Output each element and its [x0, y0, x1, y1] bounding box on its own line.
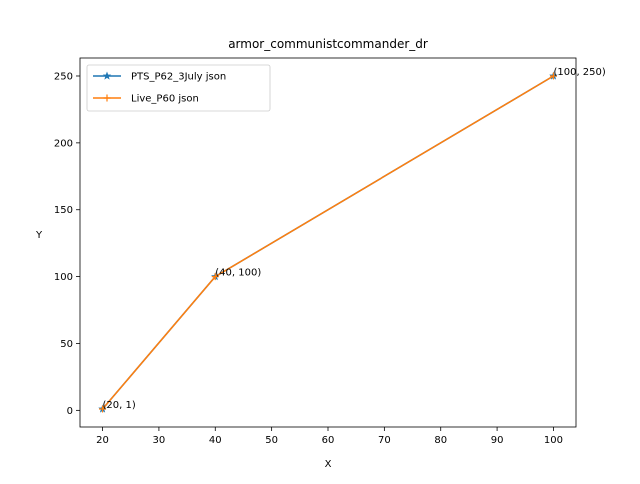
x-tick-label: 20: [96, 435, 109, 446]
legend-entry-2: Live_P60 json: [131, 94, 199, 105]
y-tick-label: 150: [54, 205, 73, 216]
legend-marker-2: [103, 94, 111, 102]
y-tick-label: 250: [54, 71, 73, 82]
x-tick-label: 50: [265, 435, 278, 446]
x-tick-label: 80: [434, 435, 447, 446]
data-label: (20, 1): [103, 400, 136, 411]
x-tick-label: 40: [209, 435, 222, 446]
plot-area: (20, 1) (40, 100) (100, 250): [98, 67, 606, 413]
data-point-series-2: [99, 405, 107, 413]
y-tick-label: 200: [54, 138, 73, 149]
legend: PTS_P62_3July json Live_P60 json: [86, 64, 271, 112]
x-tick-label: 70: [378, 435, 391, 446]
x-tick-label: 60: [322, 435, 335, 446]
data-label: (100, 250): [553, 67, 605, 78]
x-tick-label: 90: [491, 435, 504, 446]
x-tick-label: 30: [153, 435, 166, 446]
x-axis-label: X: [325, 459, 332, 470]
y-tick-label: 50: [60, 339, 73, 350]
data-point-series-2: [211, 273, 219, 281]
y-tick-label: 100: [54, 272, 73, 283]
legend-box: [86, 64, 271, 112]
y-tick-label: 0: [67, 406, 73, 417]
data-point-series-2: [549, 72, 557, 80]
legend-entry-1: PTS_P62_3July json: [131, 72, 226, 83]
y-axis-label: Y: [35, 230, 43, 241]
legend-marker-1: [102, 71, 112, 80]
x-tick-label: 100: [544, 435, 563, 446]
chart-title: armor_communistcommander_dr: [228, 37, 428, 51]
data-label: (40, 100): [215, 268, 261, 279]
